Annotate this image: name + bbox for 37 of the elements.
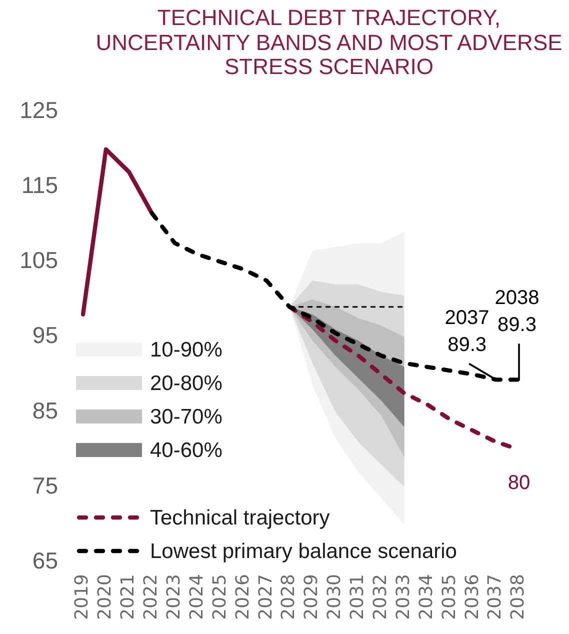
x-tick-label: 2033: [392, 574, 414, 620]
data-label: 80: [508, 472, 530, 494]
legend-label: 30-70%: [150, 405, 222, 428]
x-tick-label: 2030: [324, 574, 346, 620]
y-tick-label: 105: [20, 247, 58, 274]
x-tick-label: 2020: [94, 574, 116, 620]
y-tick-label: 65: [32, 547, 58, 574]
x-tick-label: 2027: [255, 574, 276, 620]
x-tick-label: 2026: [232, 574, 254, 620]
y-tick-label: 85: [32, 397, 58, 424]
x-tick-label: 2038: [508, 574, 529, 620]
x-tick-label: 2028: [278, 574, 300, 620]
x-tick-label: 2021: [118, 574, 139, 620]
annotation: 2037 89.3: [444, 307, 490, 356]
x-tick-label: 2022: [140, 574, 162, 620]
legend-label: 20-80%: [150, 372, 222, 395]
y-tick-label: 95: [32, 322, 58, 348]
x-tick-label: 2034: [416, 574, 437, 620]
legend-label: 10-90%: [150, 338, 222, 362]
x-tick-label: 2023: [163, 574, 184, 620]
legend-label: 40-60%: [150, 438, 222, 462]
x-tick-label: 2032: [370, 574, 391, 620]
y-tick-label: 125: [20, 97, 58, 124]
legend-label: Lowest primary balance scenario: [150, 540, 457, 563]
legend-label: Technical trajectory: [150, 506, 330, 530]
x-tick-label: 2024: [186, 574, 208, 620]
annotation: 2038 89.3: [494, 287, 540, 336]
x-tick-label: 2037: [484, 574, 506, 620]
x-tick-label: 2031: [347, 574, 368, 620]
chart-title: TECHNICAL DEBT TRAJECTORY, UNCERTAINTY BANDS AND MOST ADVERSE STRESS SCENARIO: [94, 5, 564, 80]
y-tick-label: 75: [32, 472, 58, 498]
x-tick-label: 2036: [462, 574, 483, 620]
x-tick-label: 2035: [438, 574, 460, 620]
x-tick-label: 2029: [301, 574, 322, 620]
y-tick-label: 115: [21, 172, 58, 198]
x-tick-label: 2019: [72, 574, 93, 620]
x-tick-label: 2025: [209, 574, 230, 620]
